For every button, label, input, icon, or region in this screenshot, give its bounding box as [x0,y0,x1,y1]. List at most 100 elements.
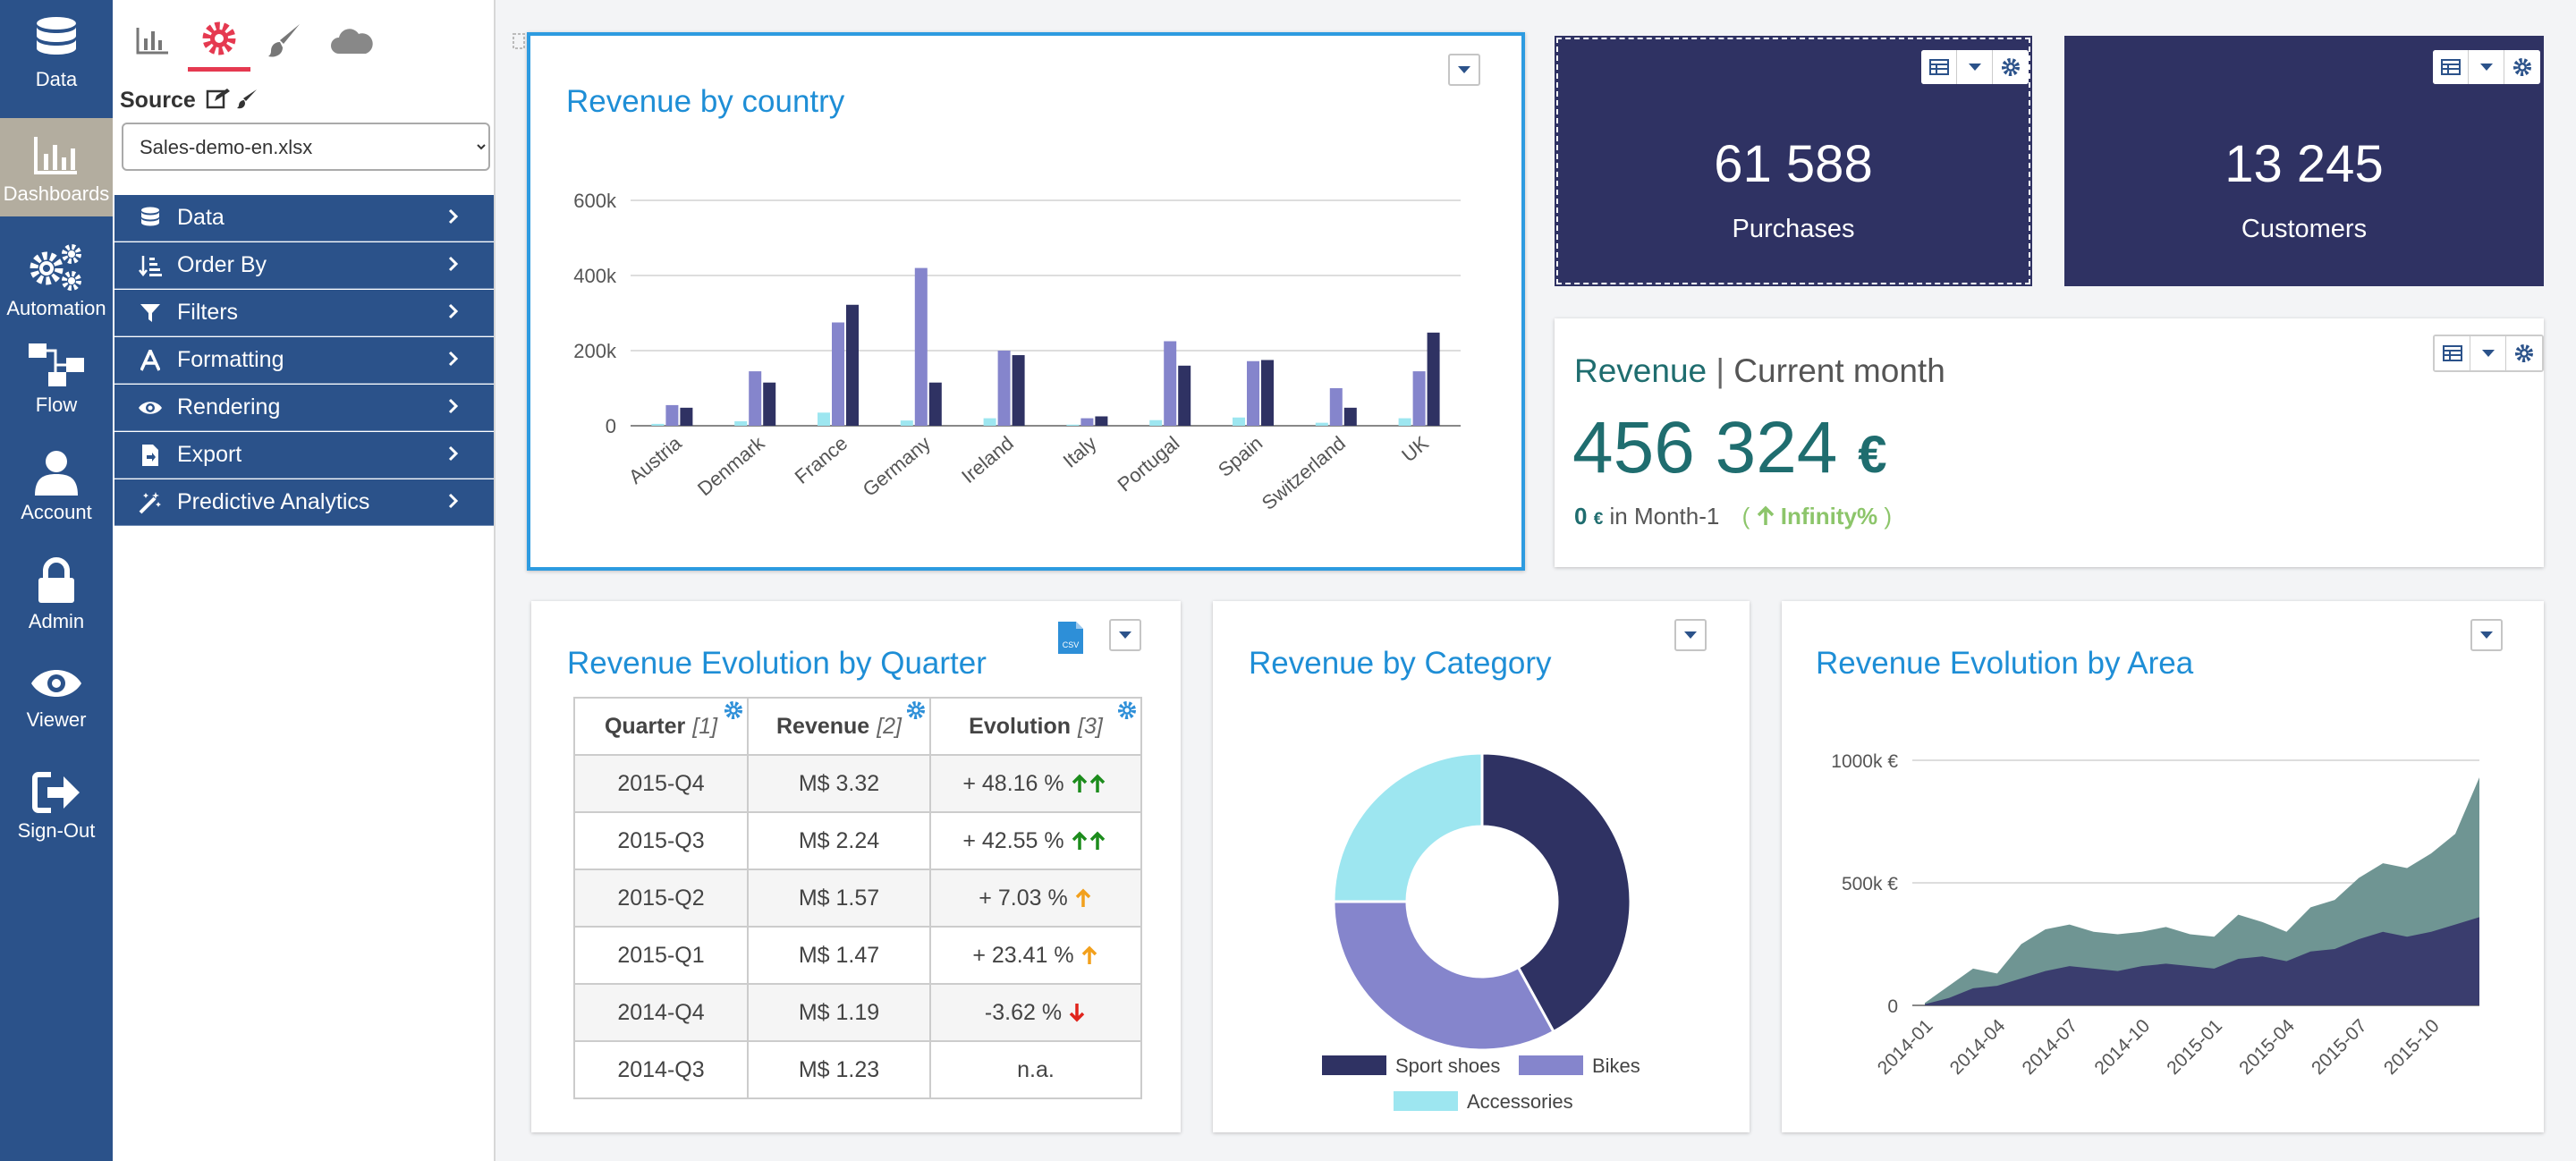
bar-sport-shoes[interactable] [928,382,942,426]
bar-bikes[interactable] [1080,418,1094,426]
edit-icon[interactable] [206,88,231,109]
menu-formatting[interactable]: Formatting [114,337,494,384]
eye-icon [139,401,162,414]
revenue-by-area-widget[interactable]: Revenue Evolution by Area 0 500k € 1000k €… [1782,601,2544,1132]
table-view-button[interactable] [1921,50,1957,84]
bar-sport-shoes[interactable] [680,407,693,426]
bar-bikes[interactable] [749,371,762,426]
tab-settings[interactable] [188,9,250,72]
cell-quarter: 2014-Q3 [573,1040,749,1099]
paint-brush-icon[interactable] [236,88,258,109]
slice-sport-shoes[interactable] [1480,751,1632,1034]
widget-menu-button[interactable] [2470,336,2506,370]
bar-accessories[interactable] [1066,424,1080,426]
bar-accessories[interactable] [1233,417,1245,426]
nav-data[interactable]: Data [0,0,113,98]
nav-label: Viewer [26,708,87,731]
cell-revenue: M$ 1.57 [747,869,931,928]
y-tick-label: 200k [573,340,617,362]
bar-bikes[interactable] [1329,388,1343,426]
slice-bikes[interactable] [1332,900,1556,1052]
widget-menu-button[interactable] [2470,619,2503,651]
csv-export-icon[interactable]: CSV [1057,621,1084,655]
bar-accessories[interactable] [818,412,830,426]
menu-export[interactable]: Export [114,432,494,479]
nav-sign-out[interactable]: Sign-Out [0,755,113,853]
bar-bikes[interactable] [1247,360,1259,426]
slice-accessories[interactable] [1332,751,1484,903]
menu-predictive-analytics[interactable]: Predictive Analytics [114,479,494,526]
area-series-area[interactable] [1925,917,2479,1005]
bar-sport-shoes[interactable] [1095,416,1108,427]
bar-accessories[interactable] [734,420,748,426]
tab-chart[interactable] [122,9,184,72]
nav-account[interactable]: Account [0,433,113,531]
table-view-button[interactable] [2433,50,2469,84]
menu-filters[interactable]: Filters [114,290,494,336]
tab-style[interactable] [254,9,317,72]
chevron-right-icon [448,445,459,462]
bar-bikes[interactable] [1412,371,1426,426]
menu-rendering[interactable]: Rendering [114,385,494,431]
bar-accessories[interactable] [983,418,996,426]
filter-icon [140,303,160,322]
column-header-revenue[interactable]: Revenue [2] [747,697,931,756]
gear-icon[interactable] [906,700,926,720]
nav-viewer[interactable]: Viewer [0,648,113,746]
bar-bikes[interactable] [914,267,928,426]
bar-sport-shoes[interactable] [1343,407,1357,426]
x-tick-label: Ireland [957,432,1018,487]
bar-sport-shoes[interactable] [763,382,776,426]
widget-menu-button[interactable] [1448,54,1480,86]
customers-kpi-widget[interactable]: 13 245 Customers [2064,36,2544,286]
bar-chart-icon [34,137,77,174]
widget-menu-button[interactable] [2469,50,2504,84]
table-icon [1928,59,1949,75]
bar-bikes[interactable] [997,351,1011,426]
bar-accessories[interactable] [1315,422,1328,426]
menu-order-by[interactable]: Order By [114,242,494,289]
chevron-right-icon [448,256,459,272]
bar-sport-shoes[interactable] [1261,360,1274,427]
column-header-evolution[interactable]: Evolution [3] [929,697,1142,756]
nav-admin[interactable]: Admin [0,540,113,639]
bar-accessories[interactable] [651,423,665,426]
evolution-value: + 48.16 % [962,770,1064,796]
widget-menu-button[interactable] [1674,619,1707,651]
bar-accessories[interactable] [1398,418,1411,426]
gear-icon[interactable] [1117,700,1137,720]
bar-sport-shoes[interactable] [1427,332,1440,426]
menu-data[interactable]: Data [114,195,494,242]
bar-accessories[interactable] [1149,419,1163,426]
bar-sport-shoes[interactable] [846,304,859,426]
widget-settings-button[interactable] [2504,50,2540,84]
widget-settings-button[interactable] [1993,50,2029,84]
revenue-current-month-widget[interactable]: Revenue | Current month 456 324 € 0 € in… [1555,318,2544,567]
column-header-quarter[interactable]: Quarter [1] [573,697,749,756]
bar-bikes[interactable] [1164,341,1177,427]
gear-icon[interactable] [724,700,743,720]
header-index: [1] [692,713,718,739]
revenue-by-category-widget[interactable]: Revenue by Category Sport shoes Bikes Acce… [1213,601,1750,1132]
nav-label: Account [21,501,92,523]
sign-out-icon [32,772,80,813]
widget-menu-button[interactable] [1109,619,1141,651]
bar-sport-shoes[interactable] [1012,355,1025,426]
table-view-button[interactable] [2435,336,2470,370]
revenue-title-main: Revenue [1574,352,1707,389]
revenue-by-country-widget[interactable]: Revenue by country 0 200k 400k 600k Austria D… [527,32,1525,571]
tab-cloud[interactable] [320,9,383,72]
widget-settings-button[interactable] [2506,336,2542,370]
purchases-kpi-widget[interactable]: 61 588 Purchases [1555,36,2032,286]
widget-menu-button[interactable] [1957,50,1993,84]
bar-accessories[interactable] [900,420,913,426]
nav-flow[interactable]: Flow [0,326,113,424]
source-file-select[interactable]: Sales-demo-en.xlsx [122,123,490,171]
bar-sport-shoes[interactable] [1178,365,1191,426]
bar-bikes[interactable] [832,322,844,427]
x-tick-label: Italy [1059,432,1101,472]
revenue-value: M$ 1.23 [798,1056,880,1082]
nav-automation[interactable]: Automation [0,225,113,324]
nav-dashboards[interactable]: Dashboards [0,118,113,216]
bar-bikes[interactable] [665,404,679,426]
